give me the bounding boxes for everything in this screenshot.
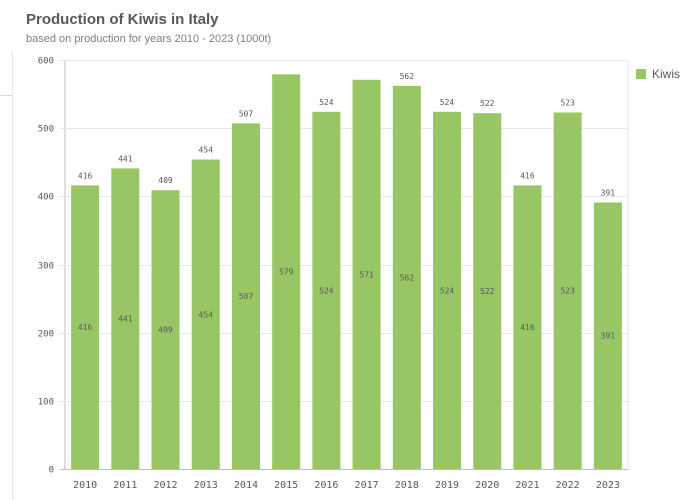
- left-panel-edge: [0, 52, 13, 500]
- left-panel-divider: [0, 95, 12, 96]
- y-tick-label: 500: [38, 125, 54, 135]
- bar-2023: [593, 202, 622, 470]
- bar-2011: [111, 168, 140, 469]
- bar-2017: [352, 79, 381, 469]
- chart-subtitle: based on production for years 2010 - 202…: [26, 33, 272, 45]
- bar-2014: [231, 123, 260, 470]
- bar-inside-label-2016: 524: [319, 286, 334, 295]
- bar-2015: [272, 74, 301, 469]
- bar-inside-label-2018: 562: [400, 273, 415, 282]
- bar-top-label-2021: 416: [520, 171, 535, 180]
- y-tick-label: 100: [38, 398, 54, 408]
- bar-inside-label-2010: 416: [78, 323, 93, 332]
- bar-inside-label-2017: 571: [359, 270, 374, 279]
- bar-2020: [473, 113, 502, 470]
- y-tick-label: 400: [38, 193, 54, 203]
- x-tick-label-2014: 2014: [234, 480, 258, 491]
- x-tick-label-2021: 2021: [515, 480, 539, 491]
- bar-top-label-2019: 524: [440, 98, 455, 107]
- y-tick-label: 0: [49, 466, 54, 476]
- bar-2019: [433, 111, 462, 469]
- bar-inside-label-2019: 524: [440, 286, 455, 295]
- legend[interactable]: Kiwis: [636, 67, 680, 81]
- bar-top-label-2014: 507: [239, 109, 254, 118]
- x-tick-label-2023: 2023: [596, 480, 620, 491]
- bar-top-label-2020: 522: [480, 99, 495, 108]
- bar-top-label-2011: 441: [118, 154, 133, 163]
- bar-2021: [513, 185, 542, 469]
- x-tick-label-2016: 2016: [314, 480, 338, 491]
- x-tick-label-2012: 2012: [153, 480, 177, 491]
- bar-top-label-2013: 454: [199, 146, 214, 155]
- x-tick-label-2018: 2018: [395, 480, 419, 491]
- bar-inside-label-2020: 522: [480, 287, 495, 296]
- bar-inside-label-2015: 579: [279, 268, 294, 277]
- bar-inside-label-2013: 454: [199, 310, 214, 319]
- bar-2012: [151, 190, 180, 469]
- bar-top-label-2022: 523: [560, 98, 575, 107]
- bar-top-label-2012: 409: [158, 176, 173, 185]
- y-tick-label: 200: [38, 330, 54, 340]
- x-tick-label-2010: 2010: [73, 480, 97, 491]
- y-tick-label: 300: [38, 262, 54, 272]
- bar-inside-label-2012: 409: [158, 326, 173, 335]
- x-tick-label-2017: 2017: [355, 480, 379, 491]
- chart-title: Production of Kiwis in Italy: [26, 11, 219, 28]
- y-tick-label: 600: [38, 57, 54, 67]
- x-tick-label-2015: 2015: [274, 480, 298, 491]
- bar-top-label-2018: 562: [400, 72, 415, 81]
- bar-2016: [312, 111, 341, 469]
- bar-2022: [553, 112, 582, 469]
- x-tick-label-2011: 2011: [113, 480, 137, 491]
- bar-inside-label-2023: 391: [601, 332, 616, 341]
- bar-2018: [392, 85, 421, 470]
- bar-inside-label-2022: 523: [560, 287, 575, 296]
- x-tick-label-2013: 2013: [194, 480, 218, 491]
- bar-top-label-2010: 416: [78, 171, 93, 180]
- bar-inside-label-2021: 416: [520, 323, 535, 332]
- bar-2010: [71, 185, 100, 469]
- x-tick-label-2022: 2022: [556, 480, 580, 491]
- bar-inside-label-2011: 441: [118, 315, 133, 324]
- legend-label-kiwis: Kiwis: [652, 67, 681, 81]
- bar-top-label-2023: 391: [601, 188, 616, 197]
- bar-top-label-2016: 524: [319, 98, 334, 107]
- bar-inside-label-2014: 507: [239, 292, 254, 301]
- legend-swatch-kiwis: [636, 69, 646, 79]
- bar-2013: [191, 159, 220, 470]
- x-tick-label-2019: 2019: [435, 480, 459, 491]
- x-tick-label-2020: 2020: [475, 480, 499, 491]
